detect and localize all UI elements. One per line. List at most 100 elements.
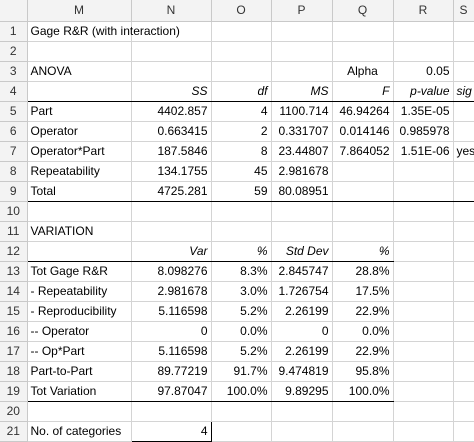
cell-s4[interactable]: sig — [453, 81, 474, 102]
column-header-n[interactable]: N — [131, 0, 212, 22]
row-header-19[interactable]: 19 — [0, 381, 28, 402]
cell-s8[interactable] — [453, 161, 474, 182]
cell-n2[interactable] — [131, 41, 212, 62]
cell-p4[interactable]: MS — [271, 81, 333, 102]
cell-o7[interactable]: 8 — [211, 141, 272, 162]
cell-q11[interactable] — [332, 221, 394, 242]
cell-n6[interactable]: 0.663415 — [131, 121, 212, 142]
cell-r18[interactable] — [393, 361, 454, 382]
cell-r1[interactable] — [393, 21, 454, 42]
cell-q7[interactable]: 7.864052 — [332, 141, 394, 162]
cell-o8[interactable]: 45 — [211, 161, 272, 182]
row-header-10[interactable]: 10 — [0, 201, 28, 222]
cell-m15[interactable]: - Reproducibility — [27, 301, 132, 322]
cell-m8[interactable]: Repeatability — [27, 161, 132, 182]
cell-n20[interactable] — [131, 401, 212, 422]
cell-n12[interactable]: Var — [131, 241, 212, 262]
cell-s16[interactable] — [453, 321, 474, 342]
cell-m20[interactable] — [27, 401, 132, 422]
cell-s2[interactable] — [453, 41, 474, 62]
cell-o20[interactable] — [211, 401, 272, 422]
cell-o6[interactable]: 2 — [211, 121, 272, 142]
cell-n10[interactable] — [131, 201, 212, 222]
cell-o15[interactable]: 5.2% — [211, 301, 272, 322]
cell-p5[interactable]: 1100.714 — [271, 101, 333, 122]
row-header-11[interactable]: 11 — [0, 221, 28, 242]
cell-m3[interactable]: ANOVA — [27, 61, 132, 82]
cell-o3[interactable] — [211, 61, 272, 82]
cell-o21[interactable] — [211, 421, 272, 442]
cell-m18[interactable]: Part-to-Part — [27, 361, 132, 382]
cell-s20[interactable] — [453, 401, 474, 422]
cell-m5[interactable]: Part — [27, 101, 132, 122]
row-header-20[interactable]: 20 — [0, 401, 28, 422]
cell-n11[interactable] — [131, 221, 212, 242]
cell-p10[interactable] — [271, 201, 333, 222]
cell-q18[interactable]: 95.8% — [332, 361, 394, 382]
row-header-13[interactable]: 13 — [0, 261, 28, 282]
column-header-s[interactable]: S — [453, 0, 474, 22]
cell-q14[interactable]: 17.5% — [332, 281, 394, 302]
cell-p14[interactable]: 1.726754 — [271, 281, 333, 302]
cell-m6[interactable]: Operator — [27, 121, 132, 142]
cell-r4[interactable]: p-value — [393, 81, 454, 102]
cell-m14[interactable]: - Repeatability — [27, 281, 132, 302]
cell-p2[interactable] — [271, 41, 333, 62]
cell-n15[interactable]: 5.116598 — [131, 301, 212, 322]
cell-p6[interactable]: 0.331707 — [271, 121, 333, 142]
cell-r2[interactable] — [393, 41, 454, 62]
cell-q12[interactable]: % — [332, 241, 394, 262]
cell-o13[interactable]: 8.3% — [211, 261, 272, 282]
cell-q19[interactable]: 100.0% — [332, 381, 394, 402]
cell-n8[interactable]: 134.1755 — [131, 161, 212, 182]
cell-m17[interactable]: -- Op*Part — [27, 341, 132, 362]
cell-n13[interactable]: 8.098276 — [131, 261, 212, 282]
cell-o12[interactable]: % — [211, 241, 272, 262]
cell-n17[interactable]: 5.116598 — [131, 341, 212, 362]
cell-s3[interactable] — [453, 61, 474, 82]
cell-s9[interactable] — [453, 181, 474, 202]
cell-m7[interactable]: Operator*Part — [27, 141, 132, 162]
cell-p17[interactable]: 2.26199 — [271, 341, 333, 362]
cell-n16[interactable]: 0 — [131, 321, 212, 342]
row-header-3[interactable]: 3 — [0, 61, 28, 82]
cell-r13[interactable] — [393, 261, 454, 282]
cell-s1[interactable] — [453, 21, 474, 42]
cell-n3[interactable] — [131, 61, 212, 82]
cell-o4[interactable]: df — [211, 81, 272, 102]
cell-p21[interactable] — [271, 421, 333, 442]
cell-s7[interactable]: yes — [453, 141, 474, 162]
row-header-15[interactable]: 15 — [0, 301, 28, 322]
row-header-8[interactable]: 8 — [0, 161, 28, 182]
row-header-12[interactable]: 12 — [0, 241, 28, 262]
cell-q1[interactable] — [332, 21, 394, 42]
cell-q21[interactable] — [332, 421, 394, 442]
cell-m12[interactable] — [27, 241, 132, 262]
cell-q6[interactable]: 0.014146 — [332, 121, 394, 142]
cell-s17[interactable] — [453, 341, 474, 362]
row-header-16[interactable]: 16 — [0, 321, 28, 342]
cell-o14[interactable]: 3.0% — [211, 281, 272, 302]
cell-p9[interactable]: 80.08951 — [271, 181, 333, 202]
select-all-corner[interactable] — [0, 0, 28, 22]
cell-p1[interactable] — [271, 21, 333, 42]
cell-r11[interactable] — [393, 221, 454, 242]
cell-r10[interactable] — [393, 201, 454, 222]
row-header-18[interactable]: 18 — [0, 361, 28, 382]
row-header-4[interactable]: 4 — [0, 81, 28, 102]
cell-n5[interactable]: 4402.857 — [131, 101, 212, 122]
cell-r5[interactable]: 1.35E-05 — [393, 101, 454, 122]
cell-r16[interactable] — [393, 321, 454, 342]
row-header-7[interactable]: 7 — [0, 141, 28, 162]
cell-o2[interactable] — [211, 41, 272, 62]
cell-p13[interactable]: 2.845747 — [271, 261, 333, 282]
row-header-5[interactable]: 5 — [0, 101, 28, 122]
cell-q10[interactable] — [332, 201, 394, 222]
cell-p18[interactable]: 9.474819 — [271, 361, 333, 382]
cell-r21[interactable] — [393, 421, 454, 442]
cell-q9[interactable] — [332, 181, 394, 202]
cell-p12[interactable]: Std Dev — [271, 241, 333, 262]
cell-m16[interactable]: -- Operator — [27, 321, 132, 342]
row-header-9[interactable]: 9 — [0, 181, 28, 202]
cell-s11[interactable] — [453, 221, 474, 242]
